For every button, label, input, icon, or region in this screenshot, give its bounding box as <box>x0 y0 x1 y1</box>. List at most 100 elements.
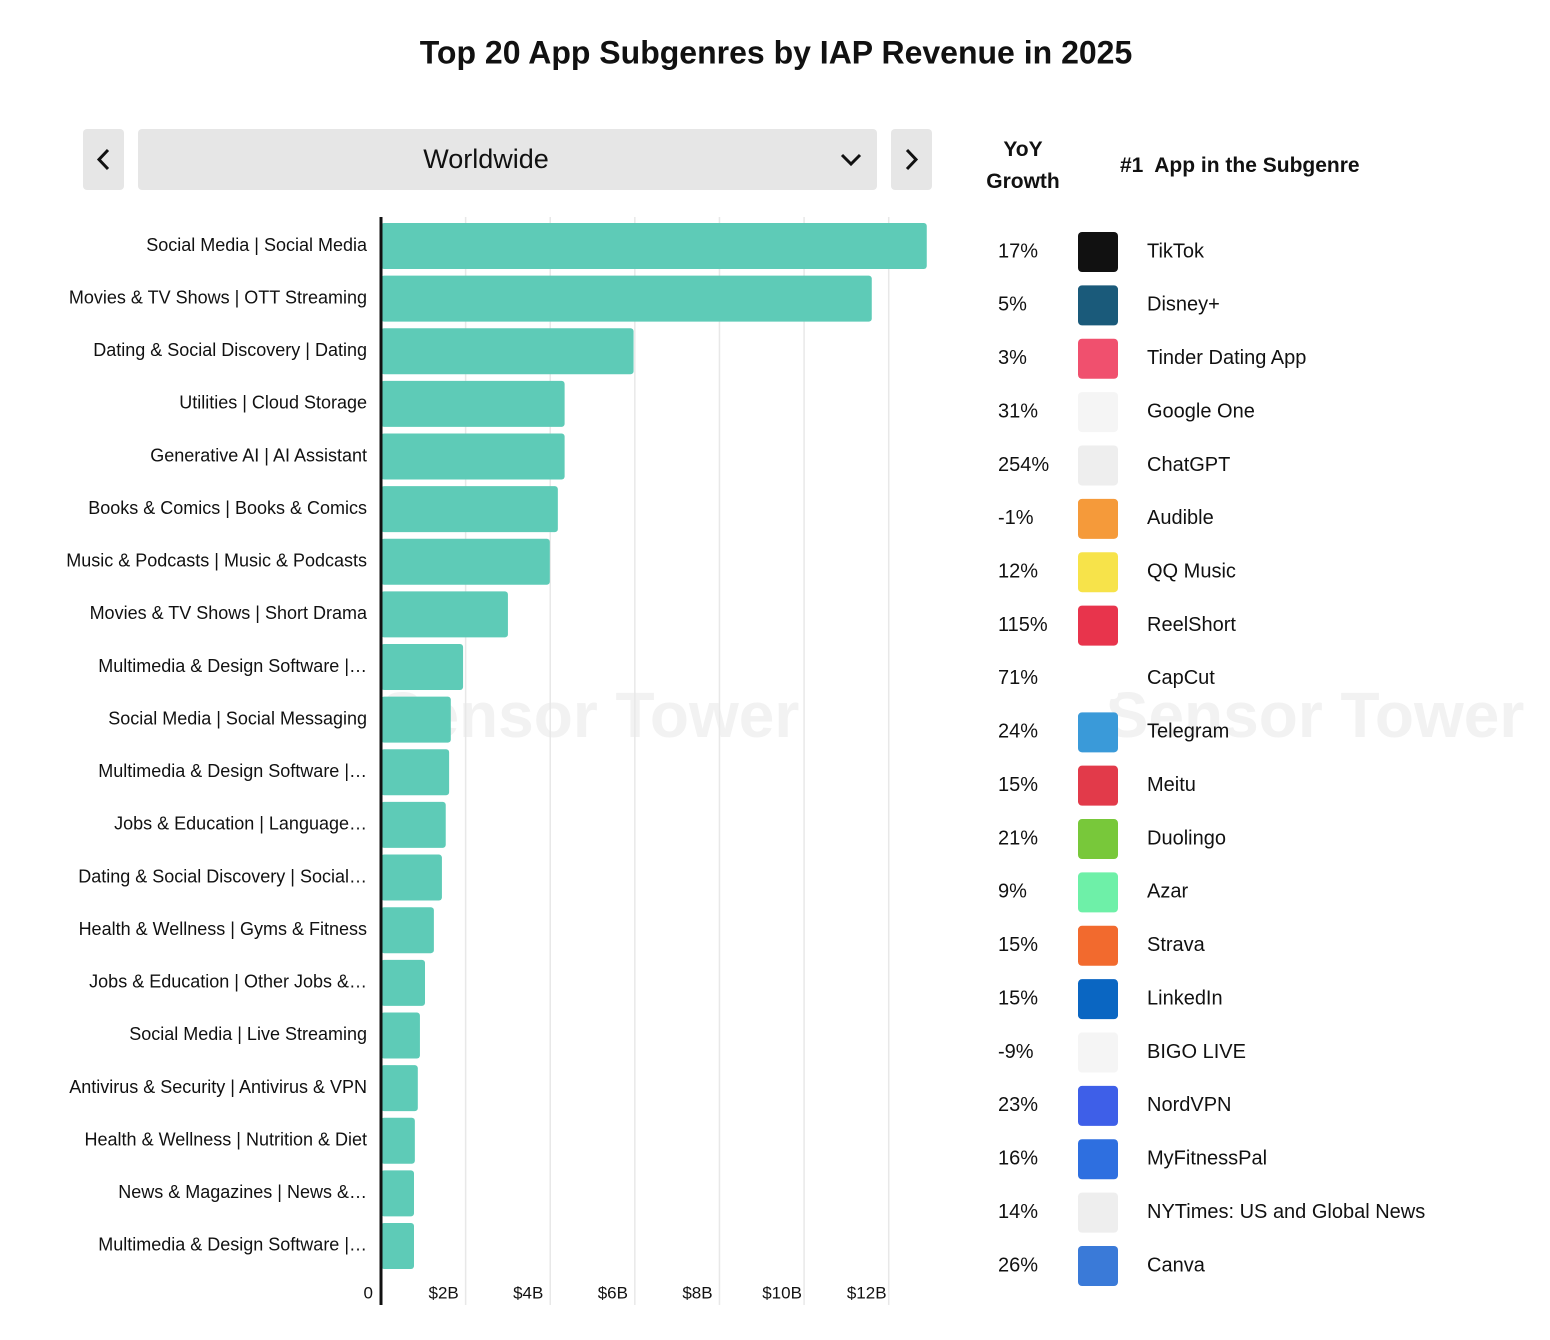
bar <box>381 275 872 322</box>
bar <box>381 1117 415 1164</box>
growth-value: 115% <box>998 614 1048 636</box>
app-name: NYTimes: US and Global News <box>1147 1201 1425 1223</box>
bar <box>381 696 451 743</box>
y-tick-label: Antivirus & Security | Antivirus & VPN <box>69 1077 367 1097</box>
app-name: Meitu <box>1147 774 1196 796</box>
app-icon <box>1078 925 1118 966</box>
y-tick-label: Books & Comics | Books & Comics <box>88 498 367 518</box>
bar <box>381 538 550 585</box>
watermark: Sensor Tower <box>1106 679 1524 751</box>
x-tick-label: $12B <box>847 1283 887 1302</box>
growth-value: 26% <box>998 1254 1038 1276</box>
growth-value: 5% <box>998 294 1027 316</box>
bar <box>381 644 464 691</box>
prev-button[interactable] <box>83 129 124 190</box>
bar <box>381 1170 414 1217</box>
growth-value: 15% <box>998 934 1038 956</box>
bar <box>381 749 450 796</box>
y-tick-label: Movies & TV Shows | Short Drama <box>90 603 368 623</box>
app-icon <box>1078 552 1118 593</box>
y-tick-label: Social Media | Live Streaming <box>129 1024 367 1044</box>
y-tick-label: Multimedia & Design Software |… <box>98 761 367 781</box>
app-icon <box>1078 1246 1118 1286</box>
x-tick-label: $8B <box>682 1283 712 1302</box>
y-tick-label: Social Media | Social Media <box>146 235 368 255</box>
app-name: Google One <box>1147 400 1255 422</box>
watermark-group: Sensor Tower Sensor Tower <box>381 679 1524 751</box>
app-name: Telegram <box>1147 721 1229 743</box>
dropdown-value: Worldwide <box>423 144 549 174</box>
bar <box>381 907 434 954</box>
x-tick-label: 0 <box>364 1283 373 1302</box>
app-name: Canva <box>1147 1254 1206 1276</box>
growth-value: -1% <box>998 507 1034 529</box>
growth-value: 24% <box>998 721 1038 743</box>
app-icon <box>1078 445 1118 486</box>
app-icon <box>1078 872 1118 913</box>
app-icon <box>1078 498 1118 539</box>
y-tick-label: News & Magazines | News &… <box>118 1182 367 1202</box>
bar <box>381 1222 414 1269</box>
x-tick-label: $4B <box>513 1283 543 1302</box>
app-name: Azar <box>1147 881 1188 903</box>
bar <box>381 959 425 1006</box>
growth-value: 17% <box>998 240 1038 262</box>
y-tick-label: Utilities | Cloud Storage <box>179 393 367 413</box>
growth-value: 15% <box>998 774 1038 796</box>
growth-value: 21% <box>998 827 1038 849</box>
bar <box>381 591 508 638</box>
bar <box>381 1065 418 1112</box>
chart-title: Top 20 App Subgenres by IAP Revenue in 2… <box>420 34 1133 70</box>
growth-value: 14% <box>998 1201 1038 1223</box>
growth-value: 3% <box>998 347 1027 369</box>
bar <box>381 854 442 901</box>
app-name: Tinder Dating App <box>1147 347 1306 369</box>
y-tick-label: Health & Wellness | Nutrition & Diet <box>85 1129 367 1149</box>
app-name: Duolingo <box>1147 827 1226 849</box>
app-header: #1 App in the Subgenre <box>1120 154 1360 177</box>
app-name: Disney+ <box>1147 294 1220 316</box>
growth-value: -9% <box>998 1041 1034 1063</box>
y-tick-label: Health & Wellness | Gyms & Fitness <box>79 919 367 939</box>
app-name: Audible <box>1147 507 1214 529</box>
region-dropdown[interactable] <box>138 129 877 190</box>
y-tick-label: Dating & Social Discovery | Dating <box>93 340 367 360</box>
app-name: LinkedIn <box>1147 987 1223 1009</box>
app-icon <box>1078 605 1118 646</box>
prev-arrow <box>96 148 110 171</box>
growth-value: 15% <box>998 987 1038 1009</box>
bar <box>381 328 634 375</box>
app-name: ChatGPT <box>1147 454 1230 476</box>
y-tick-label: Movies & TV Shows | OTT Streaming <box>69 287 367 307</box>
y-tick-label: Jobs & Education | Other Jobs &… <box>89 972 367 992</box>
growth-value: 23% <box>998 1094 1038 1116</box>
app-name: TikTok <box>1147 240 1205 262</box>
app-icon <box>1078 819 1118 860</box>
app-name: CapCut <box>1147 667 1215 689</box>
next-arrow <box>905 148 919 171</box>
bar <box>381 380 565 427</box>
app-name: MyFitnessPal <box>1147 1148 1267 1170</box>
app-icon <box>1078 979 1118 1020</box>
y-tick-label: Multimedia & Design Software |… <box>98 1235 367 1255</box>
bar <box>381 223 927 269</box>
next-button[interactable] <box>891 129 932 190</box>
y-tick-label: Dating & Social Discovery | Social… <box>78 866 367 886</box>
y-tick-label: Music & Podcasts | Music & Podcasts <box>66 551 367 571</box>
x-tick-label: $6B <box>598 1283 628 1302</box>
growth-value: 254% <box>998 454 1049 476</box>
y-tick-label: Generative AI | AI Assistant <box>150 445 367 465</box>
y-tick-label: Jobs & Education | Language… <box>114 814 367 834</box>
y-tick-label: Multimedia & Design Software |… <box>98 656 367 676</box>
app-icon <box>1078 392 1118 433</box>
app-name: Strava <box>1147 934 1206 956</box>
app-icon <box>1078 712 1118 753</box>
app-name: BIGO LIVE <box>1147 1041 1246 1063</box>
growth-value: 71% <box>998 667 1038 689</box>
growth-value: 12% <box>998 560 1038 582</box>
app-name: ReelShort <box>1147 614 1236 636</box>
app-icon <box>1078 1139 1118 1180</box>
growth-value: 9% <box>998 881 1027 903</box>
